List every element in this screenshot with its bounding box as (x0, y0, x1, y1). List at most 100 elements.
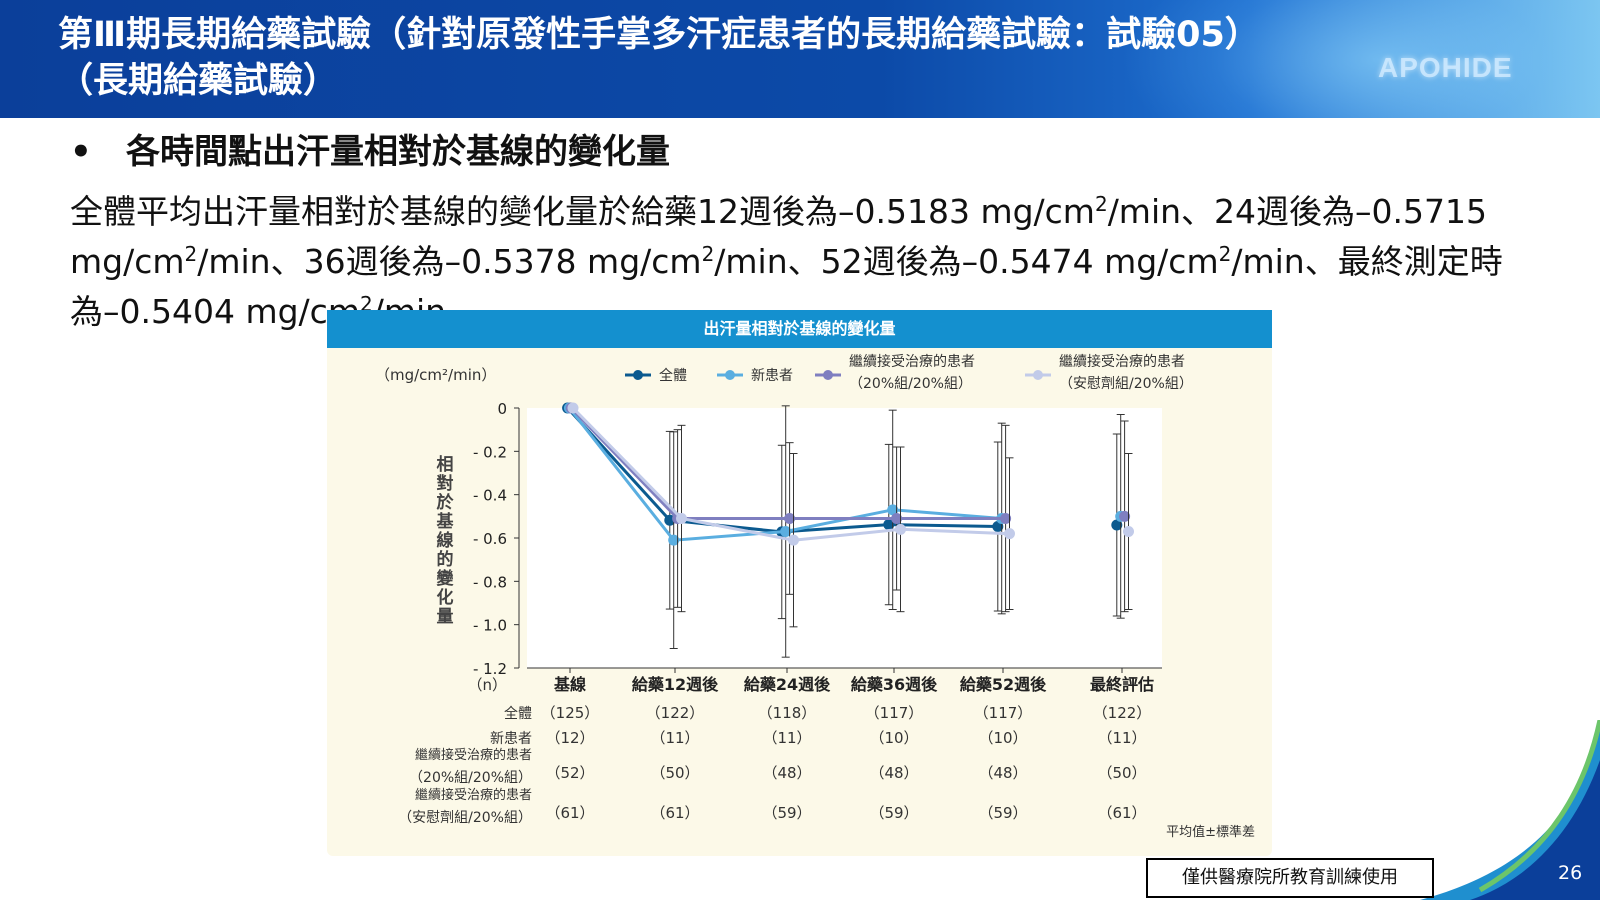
n-row-label-sub: （安慰劑組/20%組） (398, 809, 532, 826)
n-value: （48） (869, 764, 918, 782)
n-value: （50） (1097, 764, 1146, 782)
y-axis-label-char: 量 (437, 606, 454, 627)
header-glow (1120, 0, 1600, 118)
data-point (784, 513, 796, 524)
slide-title-line2: （長期給藥試驗） (58, 61, 339, 101)
data-point (891, 513, 903, 524)
legend-label-sub: （安慰劑組/20%組） (1059, 375, 1193, 392)
n-value: （52） (545, 764, 594, 782)
n-value: （11） (762, 729, 811, 747)
summary-part: /min、24週後為–0.5715 mg/cm (70, 192, 1487, 281)
n-value: （48） (762, 764, 811, 782)
brand-logo: APOHIDE (1378, 52, 1513, 83)
n-value: （10） (869, 729, 918, 747)
n-value: （11） (1097, 729, 1146, 747)
n-value: （117） (865, 704, 924, 722)
y-axis-label-char: 的 (437, 549, 454, 570)
slide-title: 第Ⅲ期長期給藥試驗（針對原發性手掌多汗症患者的長期給藥試驗：試驗05） （長期給… (58, 12, 1418, 104)
data-point (1123, 526, 1134, 537)
summary-part: /min、最終測定時為–0.5404 mg/cm (70, 242, 1503, 331)
n-value: （10） (978, 729, 1027, 747)
data-point (780, 526, 792, 537)
data-point (1119, 510, 1131, 522)
y-axis-label-char: 相 (437, 454, 454, 475)
n-header: （n） (467, 676, 507, 694)
n-row-label-sub: （20%組/20%組） (409, 770, 532, 786)
data-point (1000, 513, 1012, 524)
slide-header: 第Ⅲ期長期給藥試驗（針對原發性手掌多汗症患者的長期給藥試驗：試驗05） （長期給… (0, 0, 1600, 118)
n-value: （59） (762, 804, 811, 822)
slide-title-line1: 第Ⅲ期長期給藥試驗（針對原發性手掌多汗症患者的長期給藥試驗：試驗05） (58, 15, 1260, 55)
chart-footnote: 平均值±標準差 (1166, 824, 1255, 840)
n-row-label: 繼續接受治療的患者 (415, 747, 532, 763)
legend-label: 新患者 (751, 368, 793, 384)
summary-part: /min、52週後為–0.5474 mg/cm (714, 242, 1219, 281)
plot-area (527, 408, 1162, 668)
usage-notice: 僅供醫療院所教育訓練使用 (1146, 858, 1434, 898)
y-axis-label-char: 對 (437, 473, 454, 494)
y-tick-label: - 0.6 (473, 530, 507, 548)
bullet-heading: • 各時間點出汗量相對於基線的變化量 (70, 130, 670, 174)
superscript: 2 (1094, 192, 1108, 216)
x-category-label: 最終評估 (1090, 675, 1154, 694)
x-category-label: 基線 (553, 675, 586, 694)
corner-decoration (1380, 720, 1600, 900)
legend-swatch-marker (633, 370, 643, 380)
x-category-label: 給藥36週後 (851, 675, 938, 694)
summary-part: 全體平均出汗量相對於基線的變化量於給藥12週後為–0.5183 mg/cm (70, 192, 1095, 231)
y-tick-label: - 0.8 (473, 573, 507, 591)
data-point (668, 534, 680, 546)
y-axis-label-char: 線 (437, 530, 454, 551)
data-point (788, 534, 799, 546)
y-axis-label-char: 化 (437, 587, 454, 608)
legend-label-sub: （20%組/20%組） (849, 376, 972, 392)
y-axis-label-char: 基 (436, 511, 455, 532)
n-value: （117） (974, 704, 1033, 722)
n-value: （122） (646, 704, 705, 722)
summary-paragraph: 全體平均出汗量相對於基線的變化量於給藥12週後為–0.5183 mg/cm2/m… (70, 183, 1510, 333)
y-tick-label: - 1.0 (473, 617, 507, 635)
summary-part: /min、36週後為–0.5378 mg/cm (197, 242, 702, 281)
data-point (1004, 528, 1015, 540)
legend-swatch-marker (725, 370, 735, 380)
n-value: （61） (1097, 804, 1146, 822)
superscript: 2 (184, 242, 198, 266)
n-value: （118） (758, 704, 817, 722)
y-tick-label: - 0.2 (473, 443, 507, 461)
legend-swatch-marker (1033, 370, 1043, 380)
n-value: （50） (650, 764, 699, 782)
legend-swatch-marker (823, 370, 833, 380)
data-point (887, 504, 899, 516)
n-value: （122） (1093, 704, 1152, 722)
legend-label: 全體 (659, 367, 687, 384)
data-point (895, 523, 906, 535)
legend-label: 繼續接受治療的患者 (849, 353, 975, 370)
x-category-label: 給藥12週後 (632, 675, 719, 694)
data-point (1111, 519, 1123, 531)
n-value: （125） (541, 704, 600, 722)
y-axis-label-char: 於 (437, 492, 455, 513)
n-value: （61） (650, 804, 699, 822)
superscript: 2 (701, 242, 715, 266)
n-row-label: 繼續接受治療的患者 (415, 787, 532, 803)
superscript: 2 (1218, 242, 1232, 266)
chart-title: 出汗量相對於基線的變化量 (327, 310, 1272, 348)
y-axis-label-char: 變 (437, 568, 455, 589)
n-value: （59） (978, 804, 1027, 822)
corner-swoosh (1420, 720, 1600, 900)
n-value: （59） (869, 804, 918, 822)
n-value: （48） (978, 764, 1027, 782)
y-tick-label: - 0.4 (473, 487, 507, 505)
y-tick-label: 0 (497, 400, 507, 418)
x-category-label: 給藥52週後 (960, 675, 1047, 694)
data-point (883, 519, 895, 531)
page-number: 26 (1558, 862, 1583, 884)
n-value: （61） (545, 804, 594, 822)
unit-label: （mg/cm²/min） (375, 366, 496, 384)
data-point (567, 402, 579, 414)
n-value: （11） (650, 729, 699, 747)
n-row-label: 新患者 (490, 731, 532, 747)
n-row-label: 全體 (504, 705, 532, 722)
data-point (676, 513, 687, 524)
bullet-symbol: • (70, 132, 92, 172)
